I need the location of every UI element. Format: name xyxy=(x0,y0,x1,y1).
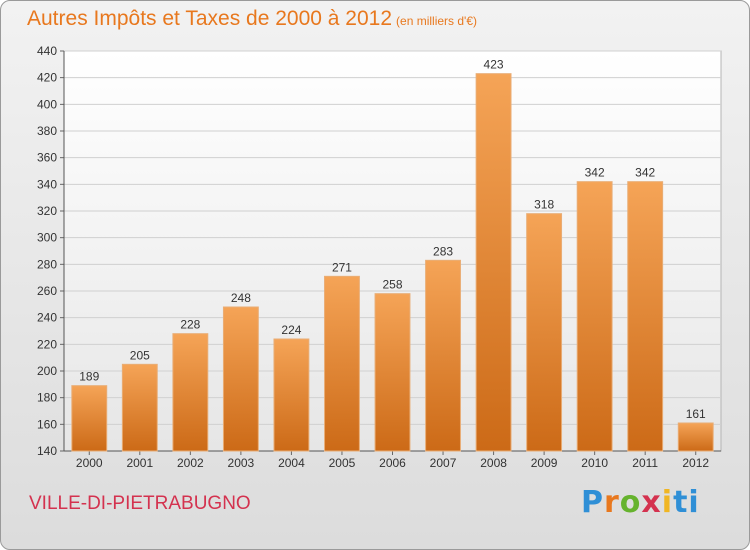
logo-letter-i: i xyxy=(661,485,674,520)
y-tick-label: 340 xyxy=(37,177,57,191)
bar-value-label: 228 xyxy=(180,318,200,332)
bar-2002 xyxy=(172,333,209,452)
y-tick-label: 200 xyxy=(37,364,57,378)
x-tick-label: 2001 xyxy=(126,456,153,470)
x-tick-label: 2012 xyxy=(682,456,709,470)
bar-2012 xyxy=(677,422,714,452)
y-axis-labels: 140 160 180 200 220 240 260 280 300 320 340 360 380 4… xyxy=(37,44,57,458)
x-axis-labels: 2000 2001 2002 2003 2004 2005 2006 2007 2008 2009… xyxy=(76,456,709,470)
chart-title: Autres Impôts et Taxes de 2000 à 2012 (en… xyxy=(27,7,478,30)
y-tick-label: 140 xyxy=(37,444,57,458)
bar-2010 xyxy=(576,181,613,452)
bar-value-label: 318 xyxy=(534,198,554,212)
bar-value-label: 258 xyxy=(382,278,402,292)
value-labels: 189 205 228 248 224 271 258 283 423 318 342 342 161 xyxy=(79,58,706,421)
bar-2004 xyxy=(273,338,310,452)
y-tick-label: 260 xyxy=(37,284,57,298)
proxiti-logo: Proxiti xyxy=(581,485,700,520)
y-tick-label: 440 xyxy=(37,44,57,58)
bar-2011 xyxy=(627,181,664,452)
x-tick-label: 2005 xyxy=(329,456,356,470)
y-tick-label: 380 xyxy=(37,124,57,138)
x-tick-label: 2004 xyxy=(278,456,305,470)
bar-value-label: 161 xyxy=(686,407,706,421)
bar-value-label: 283 xyxy=(433,244,453,258)
y-tick-label: 300 xyxy=(37,231,57,245)
bar-value-label: 271 xyxy=(332,260,352,274)
y-tick-label: 240 xyxy=(37,311,57,325)
bar-2008 xyxy=(475,73,512,452)
x-tick-label: 2000 xyxy=(76,456,103,470)
x-tick-label: 2009 xyxy=(531,456,558,470)
x-tick-label: 2003 xyxy=(228,456,255,470)
logo-letter-o: o xyxy=(619,485,642,520)
logo-letter-r: r xyxy=(604,485,620,520)
bar-value-label: 205 xyxy=(130,348,150,362)
bar-value-label: 342 xyxy=(585,166,605,180)
bar-value-label: 224 xyxy=(281,323,301,337)
bar-2006 xyxy=(374,293,411,452)
y-tick-label: 160 xyxy=(37,417,57,431)
y-tick-label: 320 xyxy=(37,204,57,218)
bar-2009 xyxy=(526,213,563,452)
y-tick-label: 180 xyxy=(37,391,57,405)
logo-letter-ti: ti xyxy=(673,485,700,520)
bar-2000 xyxy=(71,385,108,452)
x-tick-label: 2008 xyxy=(480,456,507,470)
x-tick-label: 2002 xyxy=(177,456,204,470)
bar-2001 xyxy=(121,363,158,452)
x-tick-label: 2006 xyxy=(379,456,406,470)
y-tick-label: 420 xyxy=(37,71,57,85)
y-tick-label: 360 xyxy=(37,151,57,165)
x-tick-label: 2011 xyxy=(632,456,658,470)
bar-2003 xyxy=(222,306,259,452)
x-tick-label: 2007 xyxy=(430,456,457,470)
x-tick-label: 2010 xyxy=(581,456,608,470)
bar-2005 xyxy=(324,275,360,452)
bar-2007 xyxy=(425,259,461,452)
bar-value-label: 342 xyxy=(635,166,655,180)
y-tick-label: 400 xyxy=(37,97,57,111)
y-tick-label: 220 xyxy=(37,337,57,351)
chart-subtitle: (en milliers d'€) xyxy=(396,14,478,28)
city-name: VILLE-DI-PIETRABUGNO xyxy=(29,493,251,514)
y-tick-label: 280 xyxy=(37,257,57,271)
bar-value-label: 189 xyxy=(79,370,99,384)
logo-letter-x: x xyxy=(641,485,662,520)
bar-value-label: 423 xyxy=(484,58,504,72)
bars-group xyxy=(71,73,714,452)
logo-letter-p: P xyxy=(581,485,604,520)
bar-value-label: 248 xyxy=(231,291,251,305)
